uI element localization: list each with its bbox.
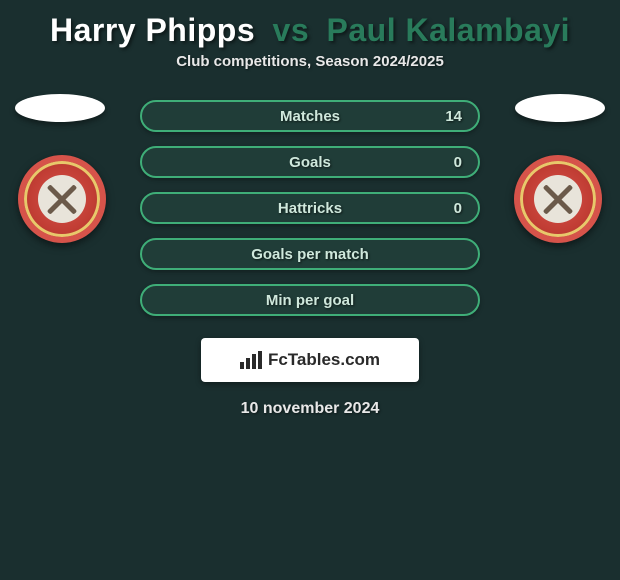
stat-label: Goals xyxy=(289,154,331,171)
watermark-badge: FcTables.com xyxy=(201,338,419,382)
player2-club-badge xyxy=(514,155,602,243)
stat-row-goals-per-match: Goals per match xyxy=(140,238,480,270)
player1-name: Harry Phipps xyxy=(50,12,255,48)
date-label: 10 november 2024 xyxy=(0,400,620,418)
vs-separator: vs xyxy=(273,12,310,48)
badge-inner xyxy=(38,175,86,223)
bar-chart-icon xyxy=(240,351,262,369)
watermark-text: FcTables.com xyxy=(268,350,380,370)
stat-value: 14 xyxy=(445,108,462,125)
player2-name: Paul Kalambayi xyxy=(327,12,571,48)
stat-label: Matches xyxy=(280,108,340,125)
stat-row-min-per-goal: Min per goal xyxy=(140,284,480,316)
stat-value: 0 xyxy=(454,154,462,171)
left-ellipse-marker xyxy=(15,94,105,122)
badge-inner xyxy=(534,175,582,223)
stat-label: Hattricks xyxy=(278,200,342,217)
stat-label: Min per goal xyxy=(266,292,354,309)
stat-label: Goals per match xyxy=(251,246,369,263)
subtitle: Club competitions, Season 2024/2025 xyxy=(0,53,620,70)
stat-row-goals: Goals 0 xyxy=(140,146,480,178)
stat-row-matches: Matches 14 xyxy=(140,100,480,132)
stat-value: 0 xyxy=(454,200,462,217)
right-ellipse-marker xyxy=(515,94,605,122)
page-title: Harry Phipps vs Paul Kalambayi xyxy=(0,0,620,53)
player1-club-badge xyxy=(18,155,106,243)
stat-row-hattricks: Hattricks 0 xyxy=(140,192,480,224)
stats-area: Matches 14 Goals 0 Hattricks 0 Goals per… xyxy=(0,100,620,316)
comparison-card: Harry Phipps vs Paul Kalambayi Club comp… xyxy=(0,0,620,418)
